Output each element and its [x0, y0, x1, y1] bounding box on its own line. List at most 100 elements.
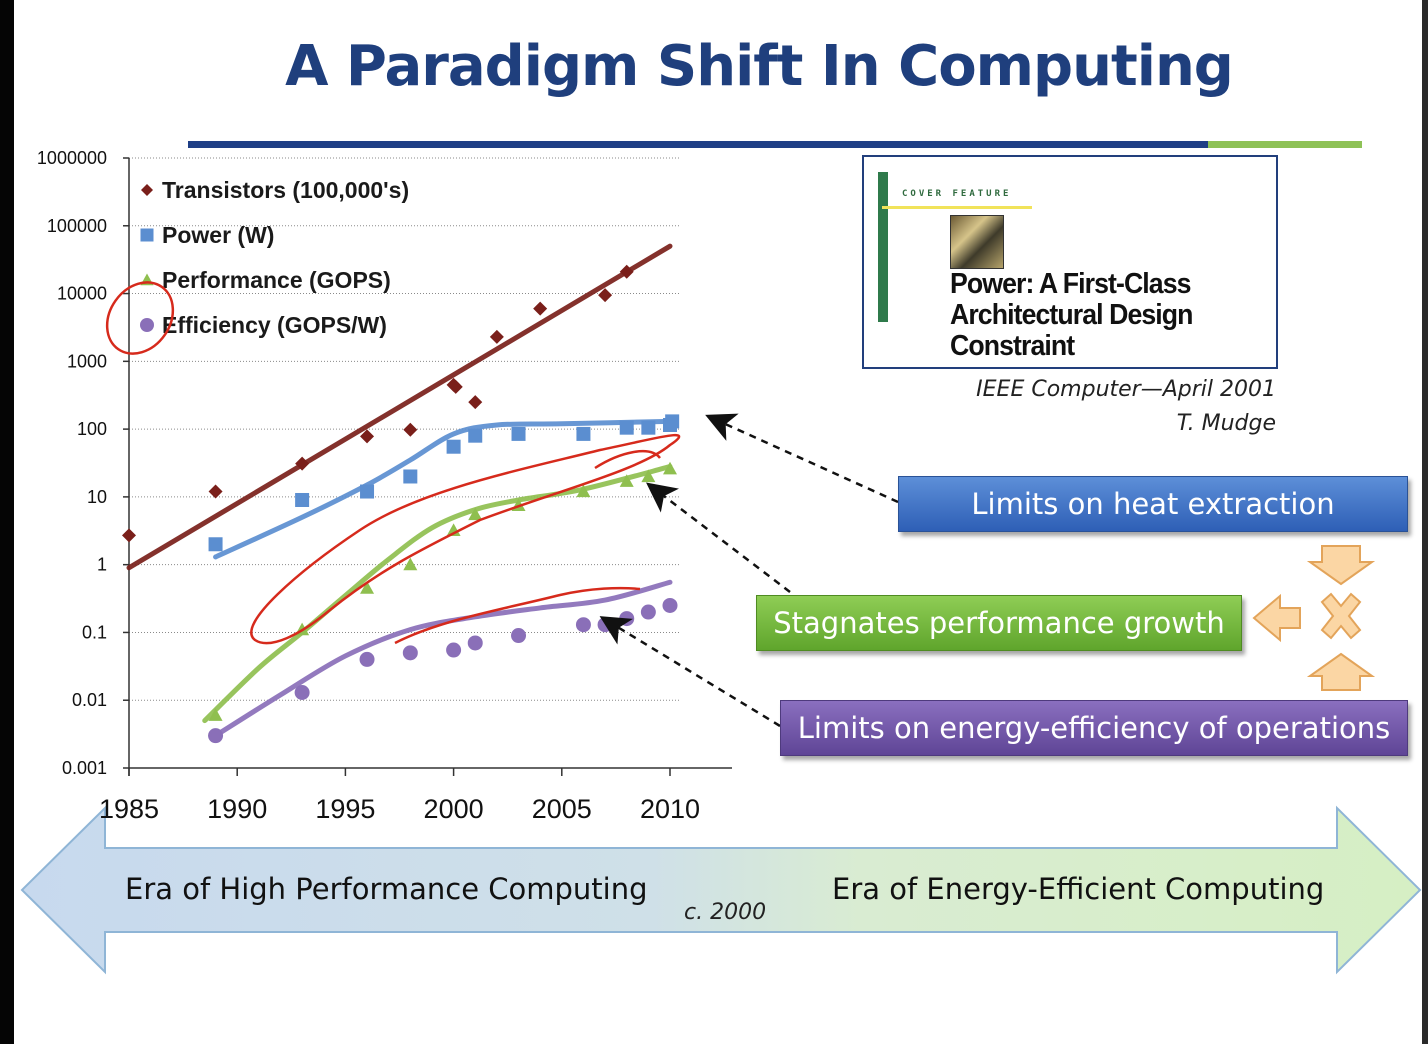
square-marker: [140, 228, 154, 242]
square-marker: [295, 492, 310, 507]
cover-thumbnail: [950, 215, 1004, 269]
square-marker: [641, 420, 656, 435]
square-marker: [208, 537, 223, 552]
trendline: [213, 418, 673, 560]
x-tick-label: 2010: [640, 794, 700, 824]
slide-title: A Paradigm Shift In Computing: [285, 34, 1234, 99]
square-marker: [511, 426, 526, 441]
up-arrow-icon: [1306, 652, 1376, 691]
x-tick-label: 2000: [424, 794, 484, 824]
arrow-performance: [646, 482, 791, 593]
cover-title-line: Architectural Design: [950, 299, 1193, 331]
cross-icon: [1320, 592, 1362, 640]
triangle-marker: [576, 484, 591, 498]
era-arrow-shape: [20, 805, 1422, 975]
callout-performance-growth: Stagnates performance growth: [756, 595, 1242, 651]
cover-feature-image: COVER FEATURE Power: A First-Class Archi…: [862, 155, 1278, 369]
diamond-marker: [403, 422, 418, 437]
era-left-label: Era of High Performance Computing: [125, 872, 648, 906]
diamond-marker: [598, 288, 613, 303]
square-marker: [446, 439, 461, 454]
circle-marker: [467, 635, 483, 651]
circle-marker: [446, 642, 462, 658]
decor-arrows: [1252, 545, 1376, 691]
cover-side-bar: [878, 172, 888, 322]
arrow-heat: [705, 413, 899, 504]
right-frame-edge: [1422, 0, 1428, 1044]
handdrawn-annotations: [105, 281, 680, 645]
circle-marker: [511, 628, 527, 644]
square-marker: [665, 414, 680, 429]
arrow-energy: [599, 616, 781, 728]
cover-title: Power: A First-Class Architectural Desig…: [950, 269, 1244, 362]
callout-heat-extraction: Limits on heat extraction: [898, 476, 1408, 532]
citation-journal: IEEE Computer—April 2001: [976, 377, 1276, 402]
chart-legend: Transistors (100,000's) Power (W) Performa…: [140, 177, 409, 338]
legend-label: Transistors (100,000's): [162, 177, 409, 203]
cover-kicker: COVER FEATURE: [902, 189, 1012, 199]
triangle-marker: [403, 557, 418, 571]
diamond-marker: [533, 301, 548, 316]
callout-energy-efficiency: Limits on energy-efficiency of operation…: [780, 700, 1408, 756]
x-tick-label: 1985: [99, 794, 159, 824]
y-tick-label: 0.001: [62, 758, 107, 778]
diamond-marker: [489, 329, 504, 344]
era-divider-label: c. 2000: [684, 900, 767, 925]
era-right-label: Era of Energy-Efficient Computing: [832, 872, 1325, 906]
left-arrow-icon: [1252, 593, 1301, 643]
square-marker: [619, 420, 634, 435]
diamond-marker: [448, 379, 463, 394]
annotation-loop-performance: [250, 433, 680, 645]
chart-tick-labels: 1000000 100000 10000 1000 100 10 1 0.1 0.01 0.001…: [37, 148, 700, 824]
circle-marker: [662, 597, 678, 613]
y-tick-label: 10000: [57, 284, 107, 304]
triangle-marker: [641, 469, 656, 483]
triangle-marker: [360, 581, 375, 594]
square-marker: [360, 484, 375, 499]
triangle-marker: [208, 708, 223, 721]
down-arrow-icon: [1306, 545, 1376, 586]
square-marker: [403, 469, 418, 484]
trendline: [202, 464, 673, 724]
cover-title-line: Constraint: [950, 330, 1075, 362]
y-tick-label: 1000000: [37, 148, 107, 168]
trendline: [213, 579, 673, 739]
circle-marker: [402, 645, 418, 661]
circle-marker: [208, 728, 224, 744]
chart-axes: [123, 157, 732, 776]
left-frame-edge: [0, 0, 14, 1044]
y-tick-label: 10: [87, 487, 107, 507]
chart-trendlines: [126, 243, 673, 739]
diamond-marker: [208, 484, 223, 499]
circle-marker: [640, 604, 656, 620]
log-scale-chart: 1000000 100000 10000 1000 100 10 1 0.1 0.01 0.001…: [37, 148, 732, 824]
diamond-marker: [122, 528, 136, 543]
legend-label: Power (W): [162, 222, 274, 248]
x-tick-label: 2005: [532, 794, 592, 824]
diamond-marker: [141, 184, 153, 196]
y-tick-label: 1: [97, 555, 107, 575]
title-rule-green: [1208, 141, 1362, 148]
diamond-marker: [468, 395, 483, 410]
title-rule-blue: [188, 141, 1208, 148]
y-tick-label: 0.01: [72, 690, 107, 710]
triangle-marker: [619, 474, 634, 487]
circle-marker: [359, 651, 375, 667]
cover-rule: [882, 206, 1032, 209]
square-marker: [576, 426, 591, 441]
trendline: [126, 243, 673, 571]
y-tick-label: 1000: [67, 351, 107, 371]
diamond-marker: [360, 429, 375, 444]
legend-label: Efficiency (GOPS/W): [162, 312, 387, 338]
triangle-marker: [468, 507, 483, 521]
diamond-marker: [295, 456, 310, 471]
cover-title-line: Power: A First-Class: [950, 268, 1191, 300]
triangle-marker: [663, 461, 677, 475]
annotation-line-efficiency: [394, 586, 641, 645]
y-tick-label: 100000: [47, 216, 107, 236]
x-tick-label: 1995: [315, 794, 375, 824]
x-tick-label: 1990: [207, 794, 267, 824]
circle-marker: [294, 684, 310, 700]
